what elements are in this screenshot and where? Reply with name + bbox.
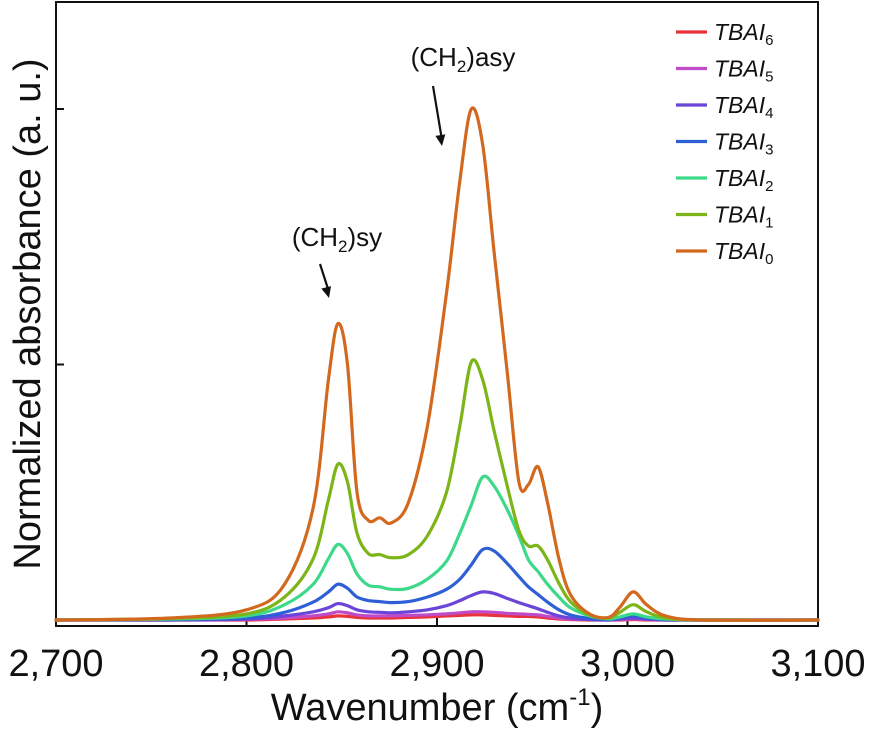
series-line-tbai0 — [54, 106, 820, 622]
x-tick-label: 3,100 — [770, 643, 865, 685]
legend-label: TBAI1 — [714, 202, 773, 232]
legend-label: TBAI4 — [714, 92, 773, 122]
x-axis-title: Wavenumber (cm-1) — [271, 684, 603, 729]
legend-label: TBAI3 — [714, 129, 773, 159]
legend: TBAI6 TBAI5 TBAI4 TBAI3 TBAI2 TBAI1 TBAI0 — [676, 19, 773, 268]
annotation-arrow — [431, 85, 444, 141]
annotations: (CH2)sy (CH2)asy — [292, 42, 516, 298]
series-line-tbai2 — [54, 474, 820, 622]
legend-label: TBAI5 — [714, 56, 773, 86]
x-tick-label: 2,900 — [389, 643, 484, 685]
x-tick-label: 2,700 — [8, 643, 103, 685]
series-line-tbai1 — [54, 358, 820, 622]
series-lines — [54, 106, 820, 622]
annotation-label: (CH2)asy — [411, 42, 516, 76]
y-axis-title: Normalized absorbance (a. u.) — [7, 58, 49, 569]
x-ticks: 2,700 2,800 2,900 3,000 3,100 — [8, 618, 866, 685]
x-tick-label: 2,800 — [199, 643, 294, 685]
annotation-arrowhead — [321, 286, 332, 298]
y-ticks — [56, 108, 64, 366]
legend-label: TBAI6 — [714, 19, 773, 49]
legend-label: TBAI0 — [714, 238, 773, 268]
annotation-arrowhead — [435, 134, 446, 146]
x-tick-label: 3,000 — [580, 643, 675, 685]
legend-label: TBAI2 — [714, 165, 773, 195]
annotation-label: (CH2)sy — [292, 222, 382, 256]
plot-frame — [55, 1, 819, 627]
